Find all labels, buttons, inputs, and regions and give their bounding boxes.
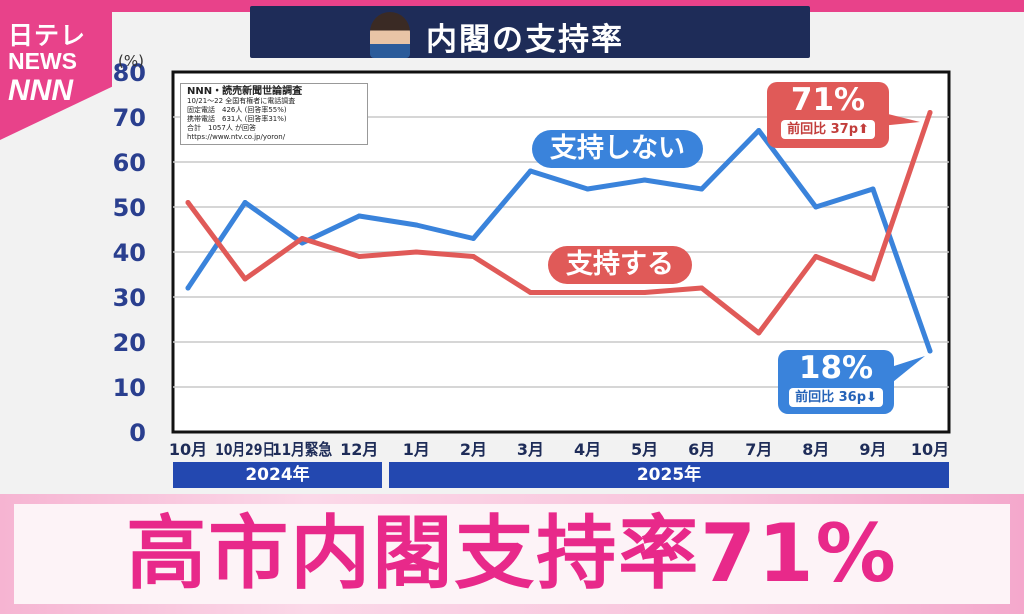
series-0-point-0 [185,285,191,291]
y-tick-0: 0 [129,419,146,447]
logo-line-1: 日テレ [8,22,87,50]
title-bar: 内閣の支持率 [250,6,810,58]
series-1-point-10 [756,330,762,336]
series-0-point-11 [813,204,819,210]
series-0-point-3 [356,213,362,219]
series-1-point-3 [356,254,362,259]
series-0-point-1 [242,200,248,205]
series-0-point-8 [642,177,648,183]
y-tick-60: 60 [113,149,146,177]
x-tick-8: 5月 [631,440,658,459]
series-label-oppose: 支持しない [532,130,703,168]
x-tick-11: 8月 [802,440,829,459]
series-0-point-13 [927,348,933,354]
survey-line-4: 合計 1057人 が回答 [187,124,257,132]
series-1-point-12 [870,276,876,282]
series-lines [185,110,933,354]
x-tick-1: 10月29日 [215,440,275,459]
support-change: 前回比 37p⬆ [781,120,875,139]
series-0-point-4 [413,222,419,228]
oppose-callout: 18% 前回比 36p⬇ [778,350,894,414]
callout-pointers [880,112,925,386]
x-tick-10: 7月 [745,440,772,459]
series-1-point-9 [699,285,705,291]
chart-title: 内閣の支持率 [426,22,624,58]
series-0-point-7 [585,186,591,192]
prime-minister-avatar [370,12,410,58]
series-1-point-4 [413,249,419,255]
series-1-point-6 [527,290,533,295]
y-tick-80: 80 [113,59,146,87]
x-tick-9: 6月 [688,440,715,459]
survey-title: NNN・読売新聞世論調査 [187,86,303,97]
series-1-point-0 [185,200,191,205]
x-tick-13: 10月 [911,440,949,459]
series-line-1 [185,110,933,336]
x-tick-2: 11月緊急 [272,440,332,459]
series-1-point-13 [927,110,933,115]
series-0-point-10 [756,128,762,133]
series-0-point-12 [870,186,876,192]
headline-panel: 高市内閣支持率71% [14,504,1010,604]
y-tick-40: 40 [113,239,146,267]
logo-line-2: NEWS [8,48,77,74]
support-callout-pointer [880,112,920,126]
y-tick-50: 50 [113,194,146,222]
series-0-point-9 [699,186,705,192]
series-label-support: 支持する [548,246,692,284]
series-1-point-1 [242,276,248,282]
support-value: 71% [790,82,866,118]
y-tick-20: 20 [113,329,146,357]
year-label-2025: 2025年 [389,462,949,488]
oppose-change: 前回比 36p⬇ [789,388,883,407]
support-callout: 71% 前回比 37p⬆ [767,82,889,148]
series-line-0 [185,128,933,354]
x-tick-0: 10月 [169,440,207,459]
x-tick-12: 9月 [859,440,886,459]
oppose-value: 18% [798,350,874,386]
headline-text: 高市内閣支持率71% [126,507,898,600]
series-0-point-5 [470,236,476,241]
y-tick-30: 30 [113,284,146,312]
x-tick-5: 2月 [460,440,487,459]
x-tick-7: 4月 [574,440,601,459]
year-label-2024: 2024年 [173,462,382,488]
series-1-point-11 [813,254,819,259]
y-tick-10: 10 [113,374,146,402]
y-tick-labels: 0 10 20 30 40 50 60 70 80 [113,59,146,447]
survey-line-1: 10/21〜22 全国有権者に電話調査 [187,97,296,105]
y-axis-unit-label: (%) [118,52,144,70]
x-tick-6: 3月 [517,440,544,459]
y-tick-70: 70 [113,104,146,132]
series-1-point-7 [585,290,591,295]
headline-banner: 高市内閣支持率71% [0,494,1024,614]
survey-url: https://www.ntv.co.jp/yoron/ [187,133,286,141]
survey-line-2: 固定電話 426人 (回答率55%) [187,106,287,114]
survey-line-3: 携帯電話 631人 (回答率31%) [187,115,287,123]
x-tick-3: 12月 [340,440,378,459]
series-0-point-6 [527,168,533,174]
logo-line-3: NNN [8,74,73,107]
series-1-point-2 [299,236,305,241]
series-1-point-5 [470,254,476,259]
series-1-point-8 [642,290,648,295]
x-tick-4: 1月 [403,440,430,459]
oppose-callout-pointer [888,356,925,386]
survey-info-box: NNN・読売新聞世論調査 10/21〜22 全国有権者に電話調査 固定電話 42… [180,83,368,145]
